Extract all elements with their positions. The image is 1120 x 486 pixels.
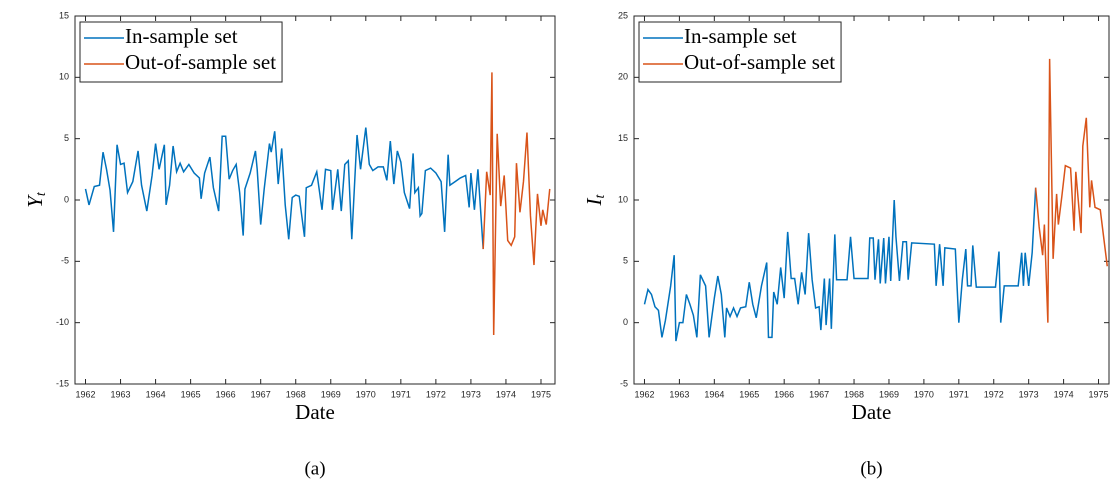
x-tick-label: 1969: [321, 389, 341, 399]
x-tick-label: 1974: [1054, 389, 1074, 399]
x-tick-label: 1964: [146, 389, 166, 399]
y-tick-label: 15: [618, 133, 628, 143]
x-tick-label: 1971: [391, 389, 411, 399]
legend-label: In-sample set: [125, 24, 238, 48]
x-tick-label: 1970: [356, 389, 376, 399]
x-tick-label: 1968: [286, 389, 306, 399]
x-tick-label: 1964: [704, 389, 724, 399]
y-tick-label: 10: [618, 194, 628, 204]
x-tick-label: 1975: [1089, 389, 1109, 399]
legend-box: [638, 21, 842, 83]
x-tick-label: 1970: [914, 389, 934, 399]
x-tick-label: 1975: [531, 389, 551, 399]
caption: (b): [860, 458, 882, 479]
x-tick-label: 1972: [426, 389, 446, 399]
x-axis-label: Date: [852, 400, 892, 424]
y-label-base: I: [582, 197, 606, 206]
y-tick-label: 15: [59, 10, 69, 20]
x-tick-label: 1968: [844, 389, 864, 399]
x-tick-label: 1969: [879, 389, 899, 399]
legend-label: Out-of-sample set: [684, 50, 835, 74]
chart: 1962 1963 1964 1965 1966 1967 1968 1969 1970 1971…: [23, 10, 556, 479]
y-tick-label: 10: [59, 72, 69, 82]
x-tick-label: 1965: [739, 389, 759, 399]
x-tick-label: 1973: [1019, 389, 1039, 399]
y-tick-label: 20: [618, 72, 628, 82]
y-tick-label: 5: [64, 133, 69, 143]
y-axis-label: It: [582, 193, 608, 206]
x-tick-label: 1965: [181, 389, 201, 399]
y-tick-label: -5: [620, 378, 628, 388]
data-line: [482, 72, 551, 335]
x-tick-label: 1962: [634, 389, 654, 399]
x-tick-label: 1971: [949, 389, 969, 399]
legend-box: [79, 21, 283, 83]
y-label-base: Y: [23, 194, 47, 208]
y-tick-label: 0: [64, 194, 69, 204]
x-tick-label: 1966: [774, 389, 794, 399]
x-tick-label: 1966: [216, 389, 236, 399]
x-tick-label: 1963: [669, 389, 689, 399]
y-tick-label: -5: [61, 256, 69, 266]
legend-label: Out-of-sample set: [125, 50, 276, 74]
chart: 1962 1963 1964 1965 1966 1967 1968 1969 1970 1971…: [582, 10, 1110, 479]
axes-box: [74, 15, 556, 385]
x-axis-label: Date: [295, 400, 335, 424]
x-tick-label: 1967: [251, 389, 271, 399]
x-tick-label: 1973: [461, 389, 481, 399]
data-line: [643, 187, 1037, 342]
data-line: [1034, 58, 1108, 323]
x-tick-label: 1972: [984, 389, 1004, 399]
y-axis-label: Yt: [23, 191, 49, 208]
x-tick-label: 1967: [809, 389, 829, 399]
y-tick-label: -15: [56, 378, 69, 388]
y-label-subscript: t: [34, 191, 49, 196]
x-tick-label: 1963: [111, 389, 131, 399]
caption: (a): [304, 458, 325, 479]
axes-box: [633, 15, 1110, 385]
data-line: [84, 127, 484, 250]
x-tick-label: 1962: [75, 389, 95, 399]
y-label-subscript: t: [593, 193, 608, 198]
y-tick-label: 0: [623, 317, 628, 327]
legend-label: In-sample set: [684, 24, 797, 48]
x-tick-label: 1974: [496, 389, 516, 399]
y-tick-label: -10: [56, 317, 69, 327]
y-tick-label: 5: [623, 256, 628, 266]
y-tick-label: 25: [618, 10, 628, 20]
